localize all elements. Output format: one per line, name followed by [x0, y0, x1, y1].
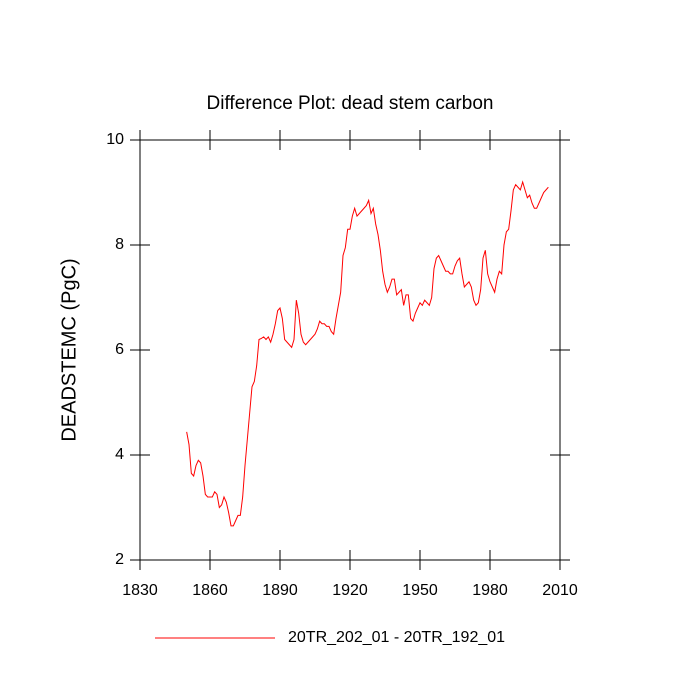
x-tick-label: 1860	[192, 582, 228, 599]
x-tick-label: 2010	[542, 582, 578, 599]
x-tick-label: 1890	[262, 582, 298, 599]
plot-frame	[139, 139, 561, 561]
legend-label: 20TR_202_01 - 20TR_192_01	[288, 629, 505, 646]
y-tick-label: 10	[106, 131, 124, 148]
y-tick-label: 6	[115, 341, 124, 358]
x-tick-label: 1980	[472, 582, 508, 599]
x-tick-label: 1950	[402, 582, 438, 599]
data-line	[186, 180, 549, 527]
y-tick-label: 2	[115, 551, 124, 568]
y-tick-label: 4	[115, 446, 124, 463]
x-tick-label: 1830	[122, 582, 158, 599]
chart-title: Difference Plot: dead stem carbon	[207, 93, 494, 114]
y-tick-label: 8	[115, 236, 124, 253]
x-tick-label: 1920	[332, 582, 368, 599]
y-axis-label: DEADSTEMC (PgC)	[58, 258, 80, 441]
